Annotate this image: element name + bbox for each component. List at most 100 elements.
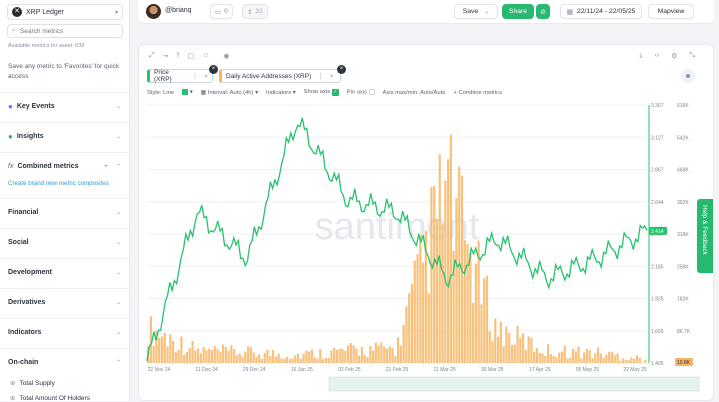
- section-derivatives[interactable]: Derivatives ⌄: [0, 288, 129, 316]
- address-bar: [347, 345, 349, 363]
- date-range-picker[interactable]: ▦ 22/11/24 - 22/05/25: [560, 4, 642, 19]
- emoji-icon[interactable]: ☺: [202, 52, 209, 60]
- address-bar: [505, 327, 507, 363]
- address-bar: [164, 333, 166, 363]
- close-icon[interactable]: ×: [204, 73, 208, 80]
- drag-icon[interactable]: ⋮: [192, 72, 199, 80]
- chart-canvas[interactable]: santiment3.3673.1272.8672.6442.4142.1851…: [139, 101, 713, 401]
- show-axis-toggle[interactable]: Show axis ✓: [304, 89, 339, 96]
- address-bar: [644, 360, 646, 363]
- address-bar: [303, 354, 305, 363]
- pin-axis-toggle[interactable]: Pin axis: [347, 89, 375, 96]
- address-bar: [261, 359, 263, 363]
- plus-icon[interactable]: +: [104, 163, 108, 170]
- pin-icon[interactable]: [681, 69, 695, 83]
- color-swatch[interactable]: ▾: [182, 89, 193, 96]
- address-bar: [225, 347, 227, 363]
- metric-tab-price[interactable]: Price (XRP) ⋮ ×: [147, 69, 213, 83]
- avatar[interactable]: [146, 4, 161, 19]
- metric-search[interactable]: ⌕: [7, 24, 123, 38]
- metric-item[interactable]: ⊕ Total Supply: [10, 379, 55, 387]
- address-bar: [480, 304, 482, 363]
- address-bar: [325, 358, 327, 363]
- mapview-button[interactable]: Mapview: [648, 4, 694, 19]
- address-bar: [341, 349, 343, 363]
- style-select[interactable]: Style: Line: [147, 90, 174, 96]
- fullscreen-icon[interactable]: ⤡: [689, 52, 695, 60]
- address-bar: [639, 357, 641, 363]
- metric-tab-addresses[interactable]: Daily Active Addresses (XRP) ⋮ ×: [219, 69, 341, 83]
- x-tick-label: 22 May 25: [623, 367, 647, 373]
- address-bar: [586, 349, 588, 363]
- chevron-down-icon: ⌄: [116, 239, 121, 246]
- address-bar: [528, 336, 530, 363]
- combine-metrics-button[interactable]: + Combine metrics: [453, 90, 501, 96]
- x-tick-label: 29 Dec 24: [243, 367, 266, 373]
- download-icon[interactable]: ⤓: [639, 52, 642, 60]
- address-bar: [494, 318, 496, 363]
- draw-line-icon[interactable]: ⤢: [149, 52, 155, 60]
- note-icon[interactable]: ▢: [188, 52, 195, 60]
- address-bar: [222, 344, 224, 363]
- address-bar: [483, 278, 485, 363]
- username[interactable]: @brianq: [165, 7, 192, 14]
- link-icon[interactable]: ⊘: [536, 4, 550, 19]
- share-button[interactable]: Share: [502, 4, 534, 19]
- address-bar: [550, 354, 552, 363]
- horizontal-line-icon[interactable]: ⊸: [163, 52, 169, 60]
- section-financial[interactable]: Financial ⌄: [0, 198, 129, 226]
- drag-icon[interactable]: ⋮: [317, 72, 324, 80]
- navigator-range[interactable]: [329, 377, 699, 391]
- remove-metric-icon[interactable]: ×: [209, 65, 218, 74]
- search-input[interactable]: [20, 28, 110, 35]
- vertical-line-icon[interactable]: ⫯: [176, 52, 179, 60]
- price-tick-label: 2.185: [651, 264, 664, 270]
- section-development[interactable]: Development ⌄: [0, 258, 129, 286]
- section-label: Combined metrics: [17, 163, 99, 170]
- combined-subnote[interactable]: Create brand new metric composites: [8, 180, 109, 187]
- chevron-down-icon: ⌄: [116, 269, 121, 276]
- section-combined-metrics[interactable]: fx Combined metrics + ⌃: [0, 152, 129, 180]
- comments-button[interactable]: ▭ 0: [210, 4, 233, 19]
- settings-icon[interactable]: ⚙: [671, 52, 677, 60]
- chart-settings-row: Style: Line ▾ ▦ Interval: Auto (4h) ▾ In…: [147, 89, 502, 96]
- indicators-select[interactable]: Indicators ▾: [266, 90, 296, 96]
- section-label: Financial: [8, 209, 112, 216]
- address-bar: [172, 341, 174, 363]
- save-button[interactable]: Save ⌄: [454, 4, 498, 19]
- rocket-icon: ⇧: [247, 8, 252, 16]
- address-bar: [389, 346, 391, 363]
- section-insights[interactable]: ● Insights ⌄: [0, 122, 129, 150]
- address-bar: [536, 348, 538, 363]
- address-bar: [580, 358, 582, 363]
- address-bar: [378, 346, 380, 363]
- close-icon[interactable]: ×: [330, 73, 334, 80]
- interval-select[interactable]: ▦ Interval: Auto (4h) ▾: [201, 90, 258, 96]
- comment-icon: ▭: [215, 8, 221, 16]
- axis-max-min-select[interactable]: Axis max/min: Auto/Auto: [383, 90, 446, 96]
- eye-icon[interactable]: ◉: [223, 52, 229, 60]
- address-bar: [572, 349, 574, 363]
- address-bar: [203, 347, 205, 363]
- search-icon: ⌕: [12, 27, 16, 35]
- help-feedback-tab[interactable]: Help & Feedback: [697, 199, 713, 273]
- embed-icon[interactable]: ‹›: [654, 52, 659, 60]
- bulb-icon: ●: [8, 132, 13, 141]
- address-bar: [500, 322, 502, 363]
- asset-selector[interactable]: ✕ XRP Ledger ▾: [7, 4, 123, 20]
- address-bar: [369, 346, 371, 363]
- section-label: Derivatives: [8, 299, 112, 306]
- remove-metric-icon[interactable]: ×: [337, 65, 346, 74]
- address-bar: [280, 358, 282, 363]
- section-on-chain[interactable]: On-chain ⌃: [0, 348, 129, 376]
- section-social[interactable]: Social ⌄: [0, 228, 129, 256]
- section-indicators[interactable]: Indicators ⌄: [0, 318, 129, 346]
- section-key-events[interactable]: ● Key Events ⌄: [0, 92, 129, 120]
- price-current-value: 2.414: [651, 229, 664, 235]
- address-bar: [328, 358, 330, 363]
- price-tick-label: 2.644: [651, 200, 664, 206]
- address-bar: [469, 253, 471, 363]
- date-range: 22/11/24 - 22/05/25: [577, 8, 635, 15]
- address-bar: [230, 345, 232, 363]
- like-button[interactable]: ⇧ 31: [242, 4, 268, 19]
